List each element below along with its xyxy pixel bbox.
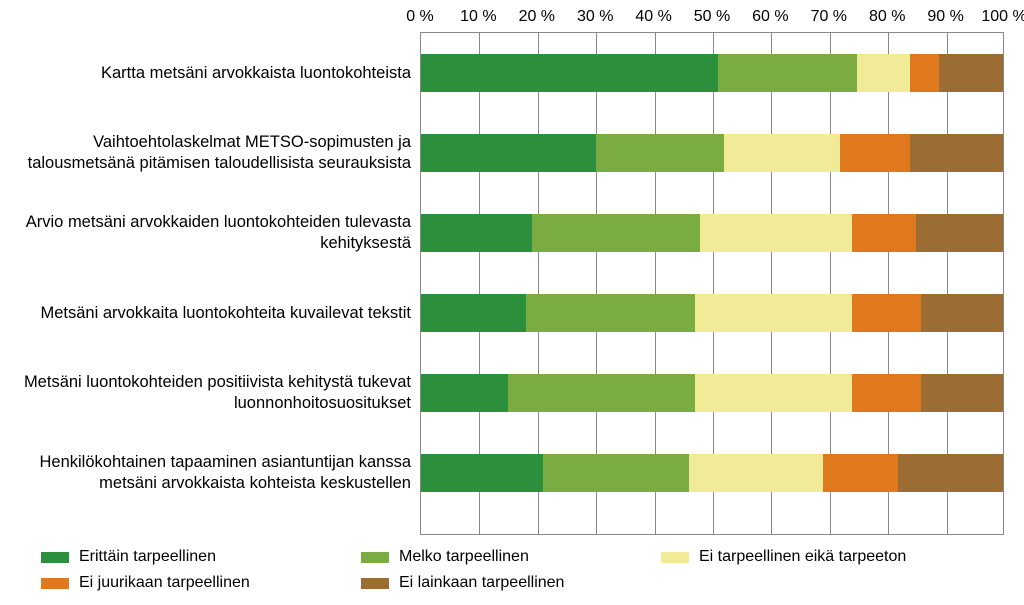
- category-label: Metsäni luontokohteiden positiivista keh…: [1, 353, 421, 433]
- bar-segment-erittain: [421, 454, 543, 492]
- legend-item-ei_juuri: Ei juurikaan tarpeellinen: [15, 574, 335, 592]
- bar-segment-ei_juuri: [852, 294, 922, 332]
- bar-row: Vaihtoehtolaskelmat METSO-sopimusten ja …: [421, 113, 1003, 193]
- x-tick-label: 60 %: [752, 8, 788, 26]
- legend-row: Erittäin tarpeellinen Melko tarpeellinen E…: [15, 544, 1009, 570]
- legend-item-neutral: Ei tarpeellinen eikä tarpeeton: [635, 548, 935, 566]
- x-axis: 0 % 10 % 20 % 30 % 40 % 50 % 60 % 70 % 80 % 90 % 1…: [0, 0, 1024, 32]
- x-tick-label: 90 %: [927, 8, 963, 26]
- bar-segment-melko: [596, 134, 724, 172]
- legend-swatch: [361, 578, 389, 589]
- stacked-bar: [421, 214, 1003, 252]
- bar-segment-neutral: [857, 54, 909, 92]
- legend-label: Ei tarpeellinen eikä tarpeeton: [699, 548, 906, 566]
- bar-segment-neutral: [695, 294, 852, 332]
- bar-segment-ei_lain: [916, 214, 1003, 252]
- legend-swatch: [661, 552, 689, 563]
- x-tick-label: 50 %: [694, 8, 730, 26]
- x-tick-label: 100 %: [981, 8, 1024, 26]
- legend-label: Erittäin tarpeellinen: [79, 548, 216, 566]
- bar-segment-melko: [532, 214, 701, 252]
- legend-swatch: [41, 552, 69, 563]
- legend-swatch: [361, 552, 389, 563]
- stacked-bar: [421, 294, 1003, 332]
- bar-segment-ei_lain: [921, 294, 1002, 332]
- legend-label: Ei lainkaan tarpeellinen: [399, 574, 564, 592]
- bar-segment-melko: [526, 294, 695, 332]
- legend-swatch: [41, 578, 69, 589]
- bar-row: Henkilökohtainen tapaaminen asiantuntija…: [421, 433, 1003, 513]
- x-tick-label: 30 %: [577, 8, 613, 26]
- bar-segment-ei_lain: [910, 134, 1003, 172]
- bar-segment-erittain: [421, 134, 596, 172]
- legend-item-erittain: Erittäin tarpeellinen: [15, 548, 335, 566]
- stacked-bar: [421, 374, 1003, 412]
- x-tick-label: 80 %: [869, 8, 905, 26]
- x-tick-label: 0 %: [406, 8, 434, 26]
- stacked-bar-chart: 0 % 10 % 20 % 30 % 40 % 50 % 60 % 70 % 80 % 90 % 1…: [0, 0, 1024, 605]
- bar-segment-ei_juuri: [910, 54, 939, 92]
- bar-segment-neutral: [724, 134, 840, 172]
- legend-label: Ei juurikaan tarpeellinen: [79, 574, 250, 592]
- bar-row: Metsäni arvokkaita luontokohteita kuvail…: [421, 273, 1003, 353]
- bar-segment-melko: [508, 374, 694, 412]
- category-label: Arvio metsäni arvokkaiden luontokohteide…: [1, 193, 421, 273]
- bar-segment-erittain: [421, 374, 508, 412]
- bar-row: Metsäni luontokohteiden positiivista keh…: [421, 353, 1003, 433]
- stacked-bar: [421, 454, 1003, 492]
- bar-segment-ei_juuri: [852, 374, 922, 412]
- x-tick-label: 40 %: [635, 8, 671, 26]
- bar-segment-erittain: [421, 294, 526, 332]
- bar-row: Kartta metsäni arvokkaista luontokohteis…: [421, 33, 1003, 113]
- bar-segment-ei_juuri: [852, 214, 916, 252]
- bar-segment-neutral: [700, 214, 851, 252]
- legend-item-ei_lain: Ei lainkaan tarpeellinen: [335, 574, 635, 592]
- bar-segment-ei_lain: [898, 454, 1003, 492]
- bar-segment-neutral: [695, 374, 852, 412]
- stacked-bar: [421, 134, 1003, 172]
- bar-segment-neutral: [689, 454, 823, 492]
- legend: Erittäin tarpeellinen Melko tarpeellinen E…: [14, 543, 1010, 601]
- legend-row: Ei juurikaan tarpeellinen Ei lainkaan tar…: [15, 570, 1009, 596]
- bar-segment-ei_lain: [921, 374, 1002, 412]
- bar-segment-melko: [718, 54, 858, 92]
- plot-area: Kartta metsäni arvokkaista luontokohteis…: [420, 32, 1004, 535]
- bar-segment-erittain: [421, 54, 718, 92]
- bar-row: Arvio metsäni arvokkaiden luontokohteide…: [421, 193, 1003, 273]
- bar-segment-ei_juuri: [840, 134, 910, 172]
- bar-segment-ei_juuri: [823, 454, 899, 492]
- x-tick-label: 70 %: [811, 8, 847, 26]
- bar-segment-ei_lain: [939, 54, 1003, 92]
- stacked-bar: [421, 54, 1003, 92]
- category-label: Henkilökohtainen tapaaminen asiantuntija…: [1, 433, 421, 513]
- x-tick-label: 10 %: [460, 8, 496, 26]
- x-tick-label: 20 %: [519, 8, 555, 26]
- category-label: Metsäni arvokkaita luontokohteita kuvail…: [1, 273, 421, 353]
- legend-item-melko: Melko tarpeellinen: [335, 548, 635, 566]
- legend-label: Melko tarpeellinen: [399, 548, 529, 566]
- category-label: Kartta metsäni arvokkaista luontokohteis…: [1, 33, 421, 113]
- bar-segment-erittain: [421, 214, 532, 252]
- category-label: Vaihtoehtolaskelmat METSO-sopimusten ja …: [1, 113, 421, 193]
- bar-segment-melko: [543, 454, 689, 492]
